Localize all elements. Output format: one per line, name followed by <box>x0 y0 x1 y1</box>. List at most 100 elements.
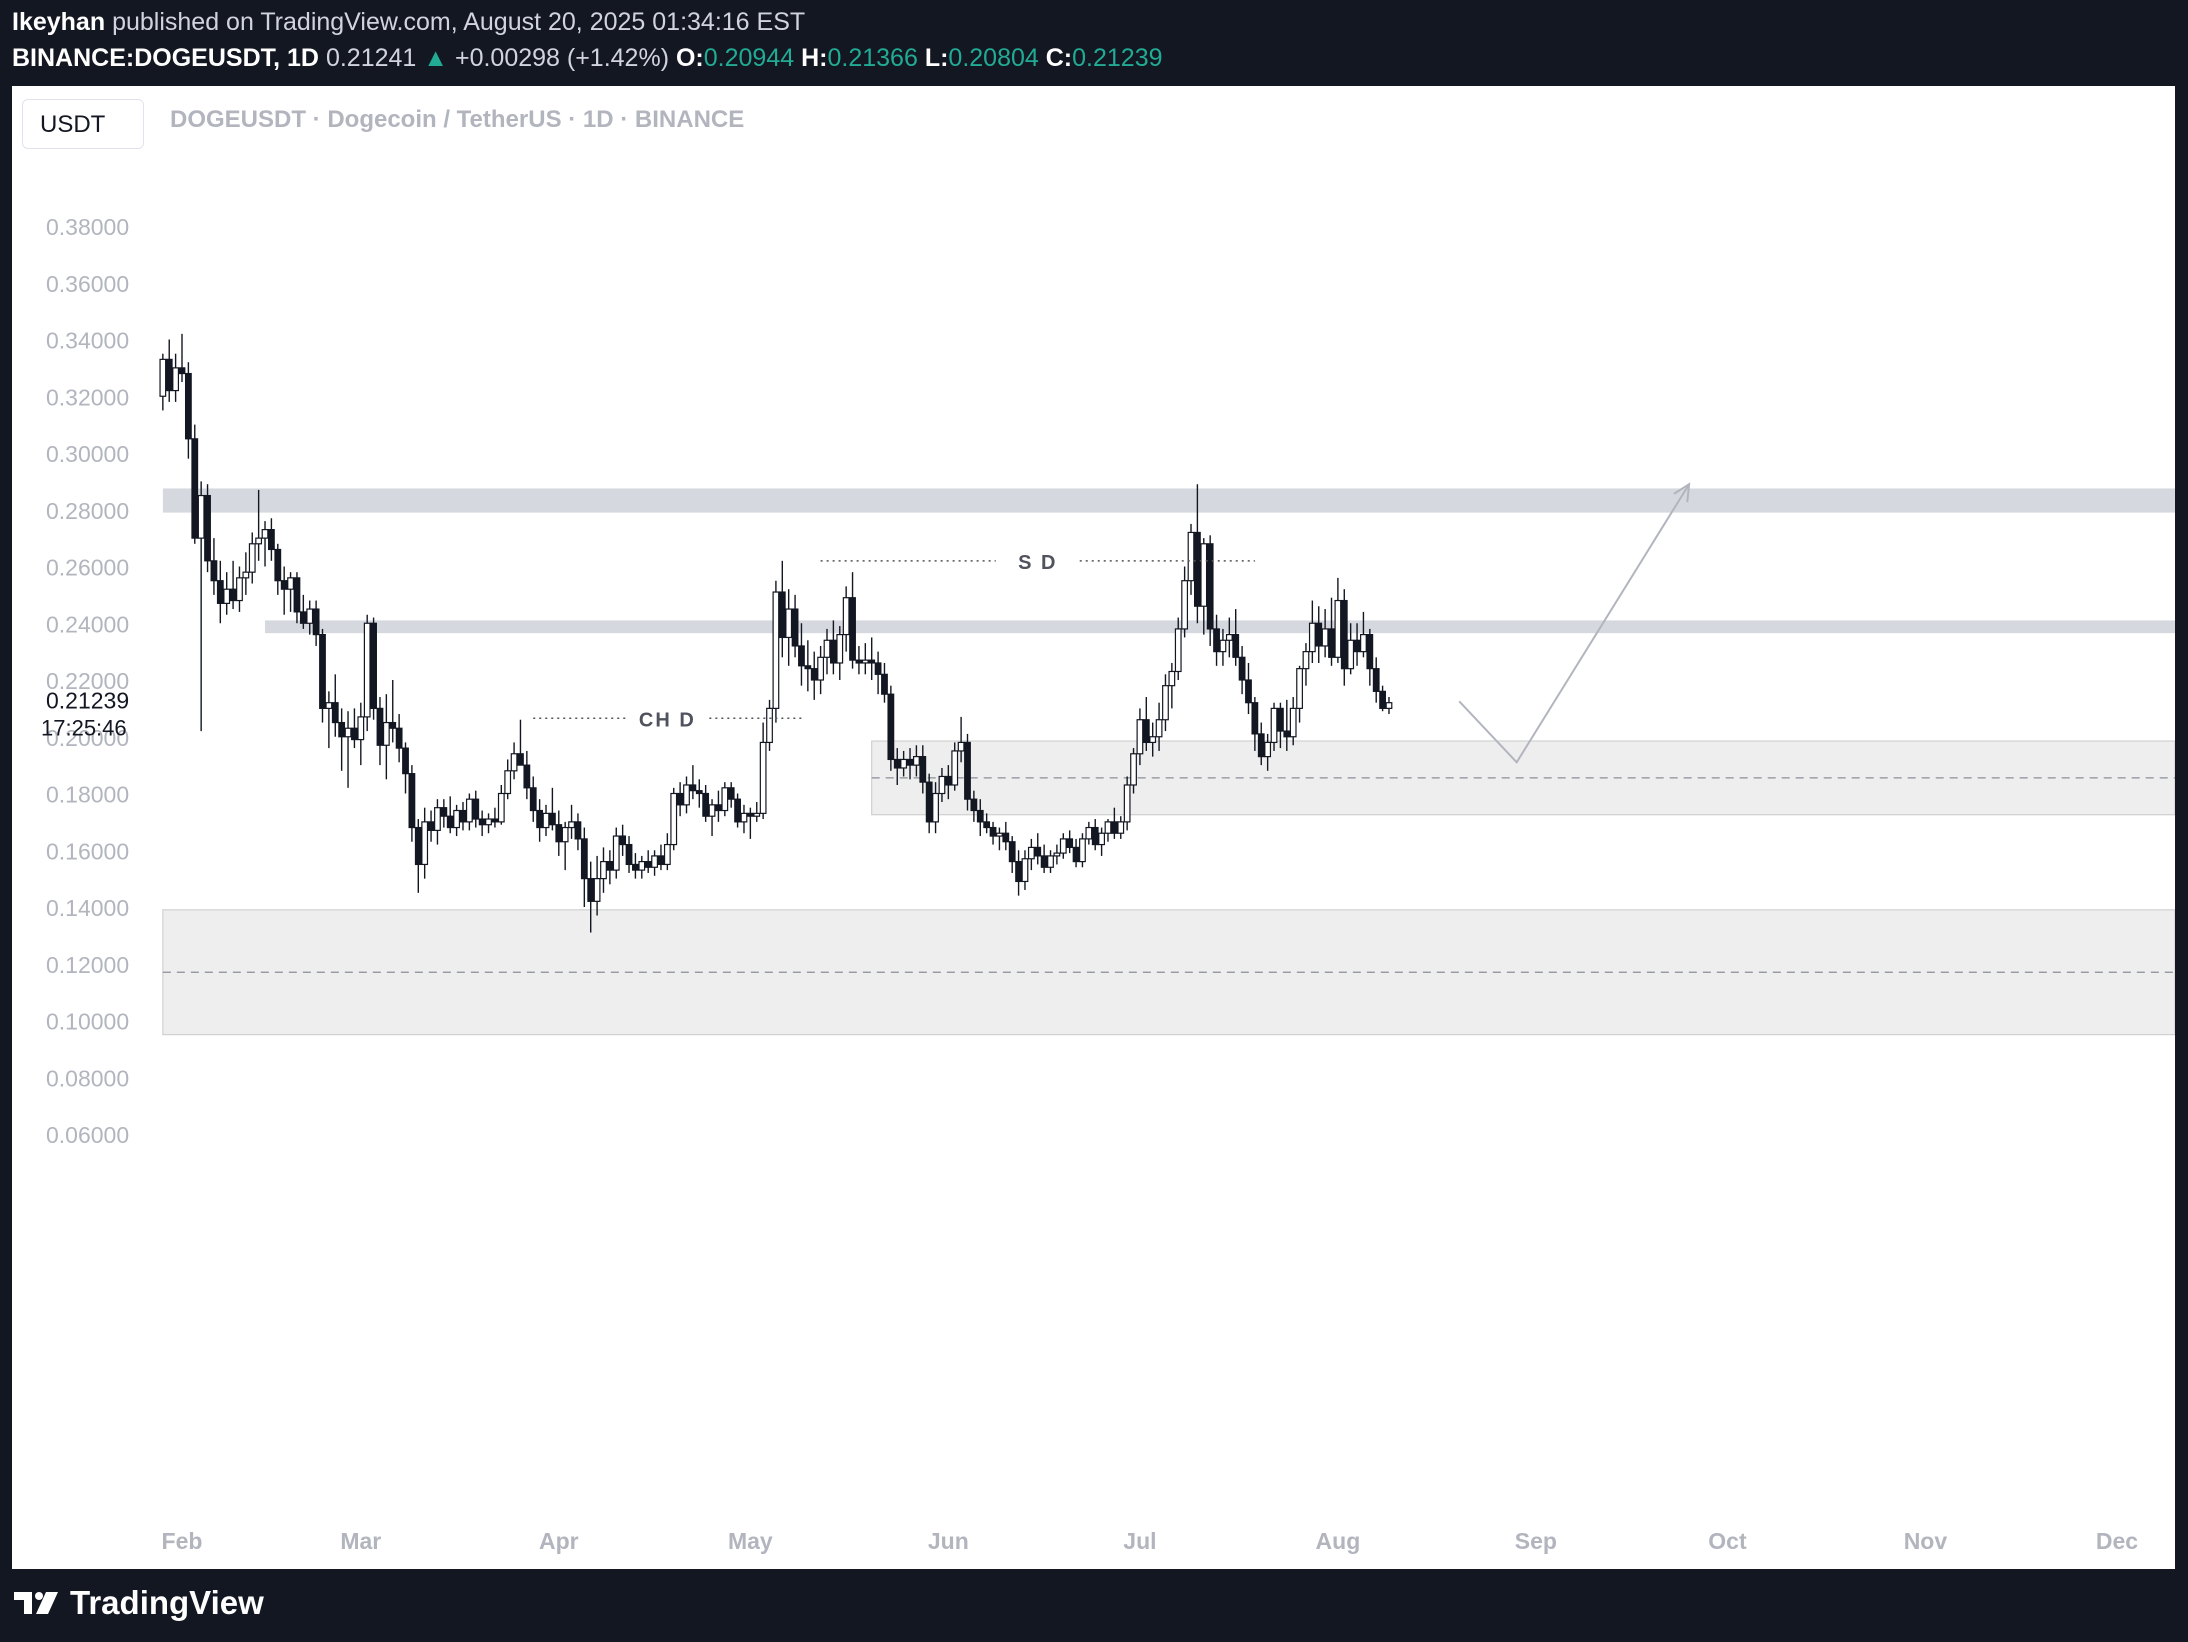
candle-body <box>836 633 844 664</box>
price-change: +0.00298 (+1.42%) <box>454 44 670 72</box>
candle-body <box>465 798 473 823</box>
candle-body <box>210 560 218 582</box>
candle-body <box>274 548 282 582</box>
candle-body <box>919 756 927 783</box>
candle-body <box>351 727 358 741</box>
x-tick-label: Apr <box>539 1528 579 1554</box>
candle-body <box>766 707 773 744</box>
candle-body <box>1225 633 1233 641</box>
zone-1 <box>265 620 2175 634</box>
candle-body <box>670 792 678 846</box>
candle-body <box>1027 846 1035 860</box>
candle-body <box>427 821 435 831</box>
candle-body <box>657 855 665 866</box>
y-tick-label: 0.34000 <box>46 328 129 354</box>
candle-body <box>1251 702 1259 735</box>
candle-body <box>632 863 639 871</box>
candle-body <box>453 809 461 829</box>
candle-body <box>280 580 288 590</box>
candle-body <box>785 608 793 639</box>
y-tick-label: 0.18000 <box>46 782 129 808</box>
candle-body <box>293 577 301 613</box>
y-tick-label: 0.12000 <box>46 952 129 978</box>
candle-body <box>638 860 646 871</box>
candle-body <box>1085 826 1093 840</box>
currency-selector[interactable]: USDT <box>22 99 144 149</box>
candle-body <box>191 438 199 539</box>
candle-body <box>906 758 914 766</box>
candle-body <box>1302 651 1310 670</box>
price-chart[interactable]: 0.38000 0.36000 0.34000 0.32000 0.30000 0.280… <box>12 86 2175 1569</box>
candle-body <box>395 727 403 749</box>
candle-body <box>1340 599 1348 670</box>
candle-body <box>644 860 652 868</box>
candle-body <box>344 727 352 738</box>
candle-body <box>523 764 531 789</box>
candle-body <box>587 878 595 902</box>
candle-body <box>1130 753 1137 786</box>
candle-body <box>887 693 895 761</box>
candle-body <box>319 633 326 709</box>
candle-body <box>1385 702 1393 709</box>
zone-0 <box>162 488 2175 513</box>
tradingview-logo[interactable]: TradingView <box>12 1584 264 1622</box>
candle-body <box>172 367 180 392</box>
candle-body <box>248 543 256 573</box>
candle-body <box>740 812 748 823</box>
candle-body <box>1308 622 1316 653</box>
candle-body <box>446 815 454 829</box>
open-value: 0.20944 <box>703 44 795 72</box>
candle-body <box>1257 733 1265 758</box>
candle-body <box>376 707 384 746</box>
candle-body <box>370 622 377 709</box>
author-name[interactable]: Ikeyhan <box>12 8 106 36</box>
y-tick-label: 0.22000 <box>46 668 129 694</box>
candle-body <box>1181 580 1189 630</box>
candle-body <box>606 860 614 871</box>
candle-body <box>798 645 805 667</box>
low-value: 0.20804 <box>948 44 1039 72</box>
candle-body <box>1047 855 1054 868</box>
candle-body <box>855 659 863 664</box>
y-tick-label: 0.08000 <box>46 1065 129 1091</box>
candle-body <box>1168 670 1176 687</box>
candle-body <box>689 784 697 792</box>
candle-body <box>842 597 850 636</box>
candle-body <box>504 770 512 795</box>
candle-body <box>402 747 409 775</box>
candle-body <box>338 721 346 738</box>
candle-body <box>331 702 339 724</box>
candle-body <box>268 529 275 551</box>
candle-body <box>938 775 946 795</box>
candle-body <box>715 804 722 812</box>
candle-body <box>1372 668 1380 692</box>
candle-body <box>619 835 627 846</box>
candle-body <box>287 577 294 590</box>
candle-body <box>236 577 243 602</box>
candle-body <box>325 702 333 709</box>
candle-body <box>683 784 690 806</box>
candle-body <box>1162 685 1169 721</box>
tradingview-logo-text: TradingView <box>70 1584 264 1621</box>
candle-body <box>925 781 933 823</box>
candle-body <box>829 639 837 664</box>
candle-body <box>568 821 575 829</box>
candle-body <box>1321 628 1329 647</box>
candle-body <box>1200 543 1208 607</box>
candle-body <box>1264 741 1272 758</box>
candle-body <box>695 790 703 795</box>
candle-body <box>223 588 231 604</box>
high-value: 0.21366 <box>827 44 918 72</box>
candle-body <box>485 818 492 826</box>
candle-body <box>734 798 741 823</box>
x-tick-label: Jun <box>928 1528 969 1554</box>
candle-body <box>555 824 563 843</box>
candle-body <box>881 673 888 695</box>
candle-body <box>868 659 876 664</box>
candle-body <box>1091 826 1099 846</box>
candle-body <box>1270 707 1278 744</box>
candle-body <box>536 809 544 829</box>
candle-body <box>957 741 965 752</box>
candle-body <box>996 832 1003 837</box>
candle-body <box>1334 599 1342 658</box>
